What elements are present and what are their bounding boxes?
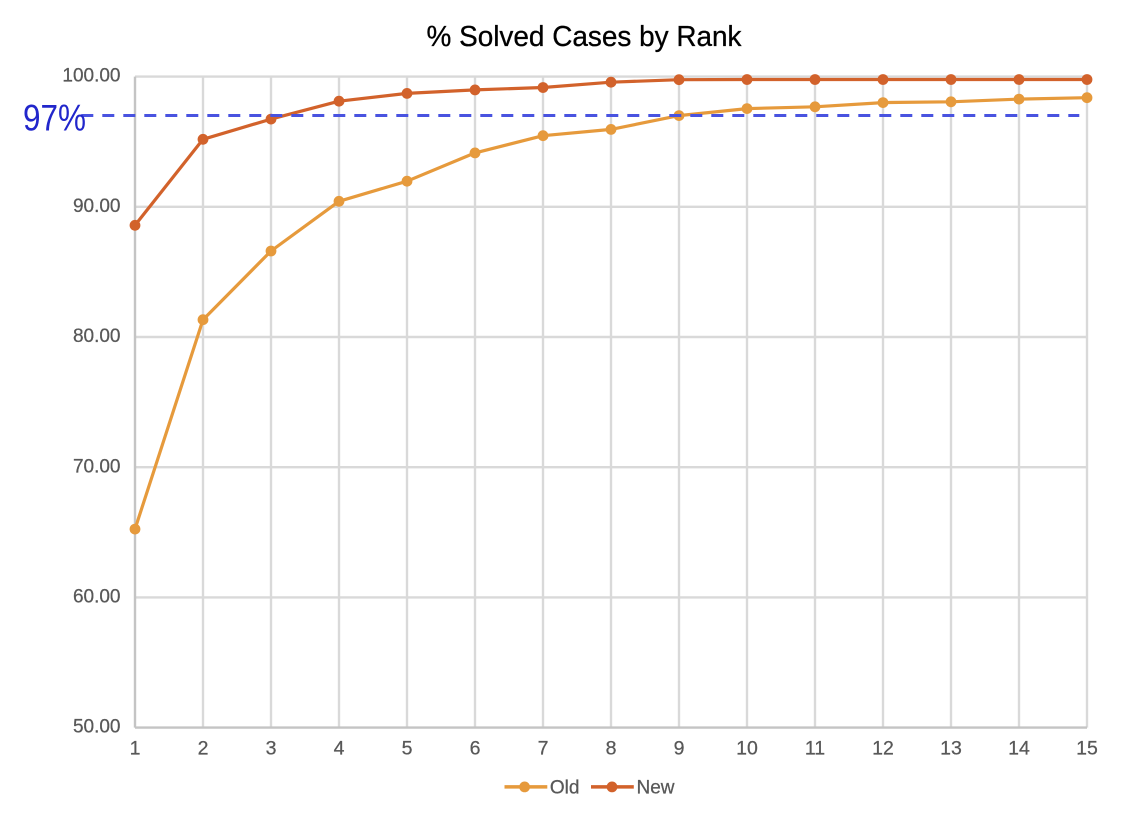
svg-text:6: 6 — [470, 738, 481, 760]
svg-text:12: 12 — [872, 738, 894, 760]
svg-text:5: 5 — [402, 738, 413, 760]
svg-text:70.00: 70.00 — [73, 456, 121, 477]
svg-text:14: 14 — [1008, 738, 1030, 760]
svg-text:% Solved Cases by Rank: % Solved Cases by Rank — [427, 21, 742, 53]
svg-text:13: 13 — [940, 738, 962, 760]
svg-text:100.00: 100.00 — [62, 66, 120, 87]
svg-text:10: 10 — [736, 738, 758, 760]
svg-text:7: 7 — [538, 738, 549, 760]
svg-text:8: 8 — [606, 738, 617, 760]
svg-text:New: New — [637, 777, 675, 798]
svg-text:2: 2 — [198, 738, 209, 760]
svg-text:60.00: 60.00 — [73, 587, 121, 608]
svg-text:1: 1 — [130, 738, 141, 760]
svg-text:Old: Old — [550, 777, 580, 798]
svg-text:50.00: 50.00 — [73, 717, 121, 738]
svg-text:97%: 97% — [23, 98, 86, 139]
svg-text:3: 3 — [266, 738, 277, 760]
svg-text:4: 4 — [334, 738, 345, 760]
svg-text:11: 11 — [805, 738, 825, 760]
svg-text:90.00: 90.00 — [73, 196, 121, 217]
svg-text:15: 15 — [1076, 738, 1098, 760]
svg-text:9: 9 — [674, 738, 685, 760]
svg-text:80.00: 80.00 — [73, 326, 121, 347]
